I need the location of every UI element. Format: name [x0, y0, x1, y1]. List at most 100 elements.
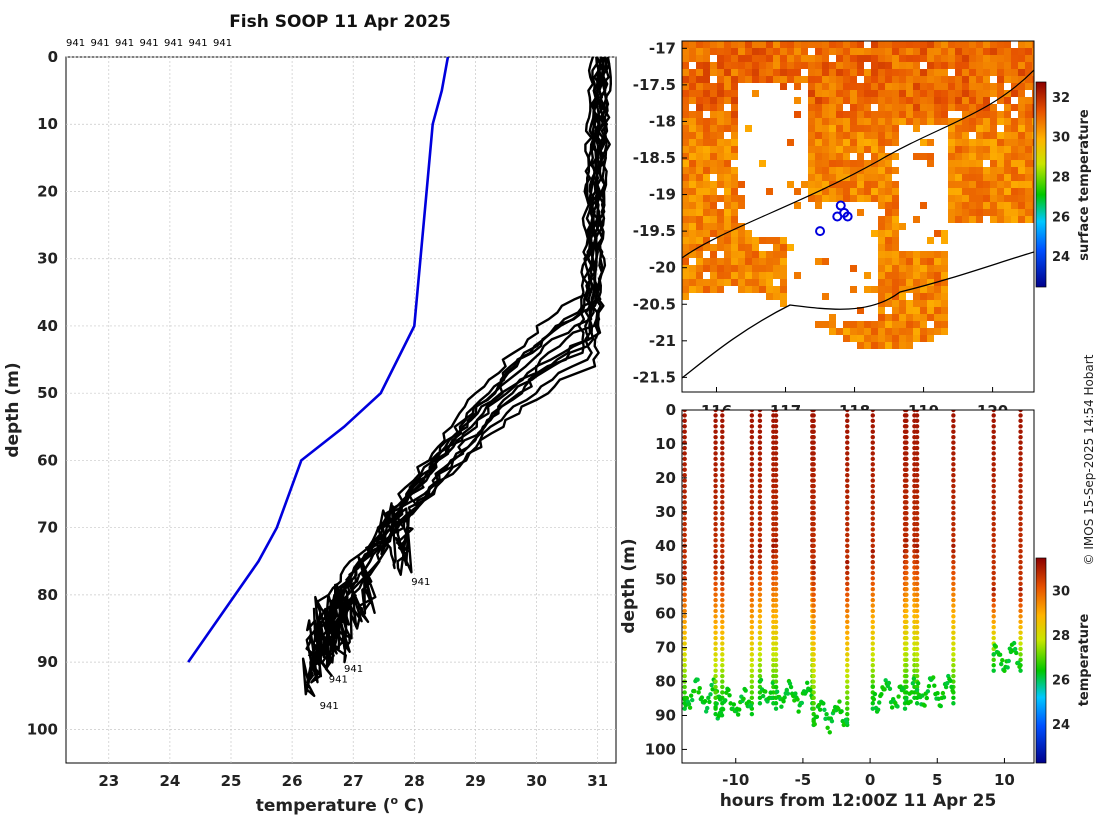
sst-cell — [815, 146, 822, 153]
climatology-line — [187, 57, 450, 663]
sst-cell — [1004, 209, 1011, 216]
cast-point — [945, 680, 950, 686]
cast-point — [749, 549, 755, 554]
sst-cell — [766, 48, 773, 55]
sst-cell — [969, 41, 976, 48]
x-tick-label: 23 — [98, 772, 119, 790]
sst-cell — [948, 202, 955, 209]
sst-cell — [892, 321, 899, 328]
sst-cell — [759, 69, 766, 76]
cast-point — [950, 688, 955, 693]
sst-cell — [1018, 202, 1025, 209]
sst-cell — [703, 104, 710, 111]
sst-cell — [976, 69, 983, 76]
sst-cell — [808, 160, 815, 167]
temperature-profile-line — [324, 57, 611, 650]
cast-point — [877, 700, 882, 705]
sst-cell — [955, 174, 962, 181]
cast-point — [991, 467, 996, 472]
cast-point — [713, 652, 718, 657]
cast-point — [757, 581, 763, 586]
sst-cell — [941, 293, 948, 300]
cast-point — [1002, 668, 1007, 674]
sst-cell — [738, 62, 745, 69]
sst-cell — [822, 111, 829, 118]
cast-point — [1018, 494, 1023, 500]
cast-point — [914, 635, 920, 641]
sst-cell — [703, 48, 710, 55]
cast-point — [817, 707, 823, 712]
cast-point — [713, 429, 718, 434]
cast-point — [914, 559, 920, 565]
sst-cell — [1032, 83, 1034, 90]
sst-cell — [913, 153, 920, 160]
cast-point — [713, 472, 718, 478]
sst-cell — [899, 314, 906, 321]
sst-cell — [934, 97, 941, 104]
sst-cell — [703, 237, 710, 244]
sst-cell — [710, 223, 717, 230]
cast-point — [773, 521, 779, 527]
sst-cell — [864, 104, 871, 111]
cast-point — [811, 483, 816, 489]
sst-cell — [717, 48, 724, 55]
cast-point — [887, 686, 893, 692]
cast-point — [773, 451, 779, 456]
sst-cell — [941, 90, 948, 97]
cast-point — [811, 668, 816, 673]
cast-point — [904, 603, 909, 608]
sst-cell — [857, 83, 864, 90]
sst-cell — [843, 83, 850, 90]
sst-cell — [892, 335, 899, 342]
cast-point — [821, 701, 826, 706]
sst-cell — [969, 62, 976, 69]
cast-point — [713, 462, 718, 467]
sst-cell — [955, 48, 962, 55]
cast-point — [811, 472, 816, 478]
sst-cell — [724, 237, 731, 244]
sst-cell — [878, 167, 885, 174]
sst-cell — [696, 188, 703, 195]
sst-cell — [738, 69, 745, 76]
cast-point — [749, 494, 755, 500]
cast-point — [757, 592, 763, 597]
sst-cell — [780, 83, 787, 90]
sst-cell — [745, 48, 752, 55]
sst-cell — [920, 300, 927, 307]
sst-cell — [969, 97, 976, 104]
x-tick-label: 31 — [587, 772, 608, 790]
cast-point — [845, 478, 850, 483]
sst-cell — [808, 69, 815, 76]
cast-point — [811, 554, 816, 559]
sst-cell — [815, 167, 822, 174]
y-tick-label: 60 — [37, 451, 58, 469]
sst-cell — [976, 90, 983, 97]
sst-cell — [724, 230, 731, 237]
sst-cell — [808, 111, 815, 118]
cast-point — [757, 565, 763, 570]
sst-cell — [836, 188, 843, 195]
cast-point — [720, 483, 725, 489]
cast-point — [1018, 467, 1023, 472]
sst-cell — [948, 62, 955, 69]
cast-point — [870, 494, 875, 500]
cast-point — [904, 630, 909, 635]
cast-point — [1017, 664, 1022, 670]
sst-cell — [913, 216, 920, 223]
cast-point — [902, 706, 908, 711]
sst-cell — [1025, 209, 1032, 216]
sst-cell — [829, 125, 836, 132]
sst-cell — [773, 265, 780, 272]
cast-point — [870, 451, 875, 456]
cast-point — [991, 451, 996, 456]
sst-cell — [808, 125, 815, 132]
sst-cell — [1018, 146, 1025, 153]
sst-cell — [1032, 174, 1034, 181]
sst-cell — [941, 307, 948, 314]
cast-point — [811, 538, 816, 543]
sst-cell — [843, 48, 850, 55]
cast-point — [904, 527, 909, 532]
sst-cell — [766, 237, 773, 244]
cast-point — [811, 413, 816, 418]
cast-point — [757, 413, 763, 418]
